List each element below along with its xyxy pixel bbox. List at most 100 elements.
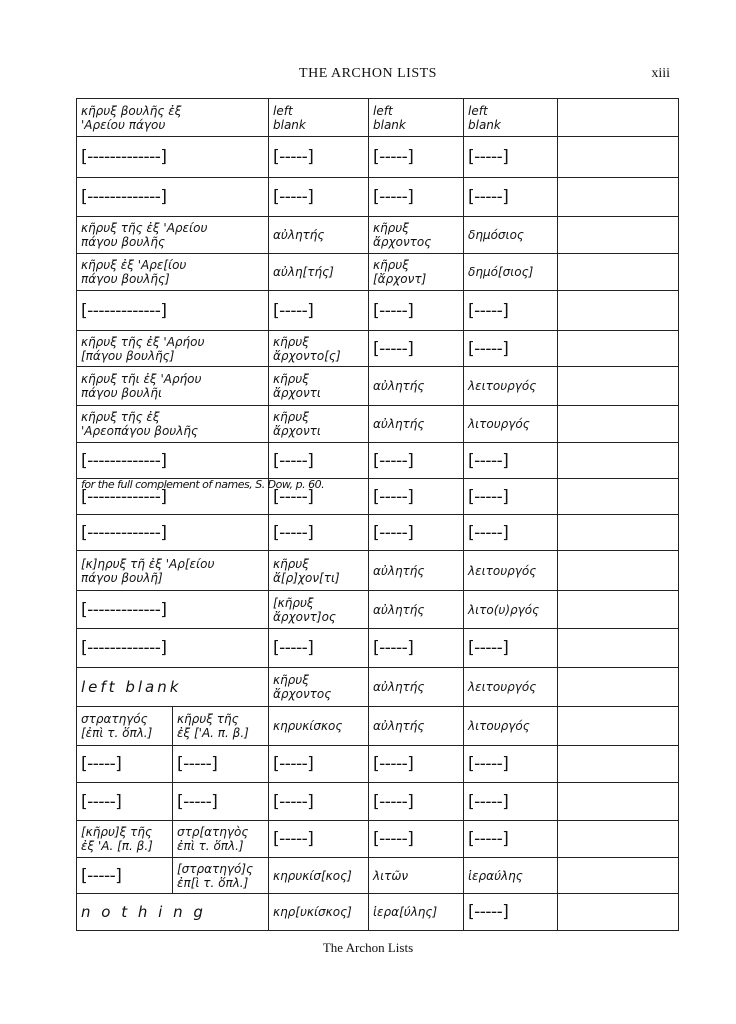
table-cell: [-----] <box>368 442 464 479</box>
table-cell <box>557 405 679 443</box>
table-cell: [-------------] <box>76 590 269 629</box>
table-cell: [-----] <box>268 745 369 783</box>
table-cell: αὐλητής <box>368 366 464 406</box>
table-cell: [-----] <box>463 514 558 551</box>
table-cell: κηρυκίσ[κος] <box>268 857 369 894</box>
table-cell: λειτουργός <box>463 667 558 707</box>
table-cell <box>557 98 679 137</box>
table-row: [-----] [στρατηγό]ς ἐπ[ὶ τ. ὅπλ.] κηρυκίσ[… <box>76 857 679 894</box>
running-header: THE ARCHON LISTS <box>299 66 437 81</box>
table-cell <box>557 136 679 178</box>
table-cell: [στρατηγό]ς ἐπ[ὶ τ. ὅπλ.] <box>172 857 269 894</box>
table-cell <box>557 216 679 254</box>
table-cell: [-----] <box>463 330 558 367</box>
table-cell: λιτουργός <box>463 405 558 443</box>
table-cell <box>557 782 679 821</box>
table-cell: κῆρυξ ἄρχοντι <box>268 405 369 443</box>
table-cell: [-----] <box>268 177 369 217</box>
table-cell <box>557 442 679 479</box>
table-cell: ἱερα[ύλης] <box>368 893 464 931</box>
table-cell: [-----] <box>172 745 269 783</box>
table-cell <box>557 514 679 551</box>
table-cell: [-----] <box>368 628 464 668</box>
table-cell: [-----] <box>368 782 464 821</box>
table-cell: κῆρυξ [ἄρχοντ] <box>368 253 464 291</box>
table-cell <box>557 667 679 707</box>
table-cell: [-----] <box>463 820 558 858</box>
table-cell: κῆρυξ ἄ[ρ]χον[τι] <box>268 550 369 591</box>
table-cell: κῆρυξ τῆς ἐξ 'Αρείου πάγου βουλῆς <box>76 216 269 254</box>
table-row: for the full complement of names, S. Dow… <box>76 478 679 515</box>
table-cell: κῆρυξ βουλῆς ἐξ 'Αρείου πάγου <box>76 98 269 137</box>
table-cell: [-----] <box>268 820 369 858</box>
table-row: n o t h i n g κηρ[υκίσκος] ἱερα[ύλης] [----… <box>76 893 679 931</box>
table-cell <box>557 745 679 783</box>
table-cell: στρ[ατηγὸς ἐπὶ τ. ὅπλ.] <box>172 820 269 858</box>
table-cell: [-------------] <box>76 136 269 178</box>
table-cell: left blank <box>268 98 369 137</box>
table-cell <box>557 550 679 591</box>
table-cell: [-----] <box>76 857 173 894</box>
table-cell: [-----] <box>463 745 558 783</box>
table-cell <box>557 290 679 331</box>
table-cell: [-----] <box>268 290 369 331</box>
table-cell: left blank <box>368 98 464 137</box>
table-cell: [-----] <box>463 478 558 515</box>
table-cell: [-----] <box>463 628 558 668</box>
table-cell: ἱεραύλης <box>463 857 558 894</box>
table-cell <box>557 478 679 515</box>
table-cell: λιτουργός <box>463 706 558 746</box>
table-cell: for the full complement of names, S. Dow… <box>76 478 325 515</box>
table-cell: κῆρυξ τῆς ἐξ 'Αρήου [πάγου βουλῆς] <box>76 330 269 367</box>
table-cell: δημό[σιος] <box>463 253 558 291</box>
table-cell: [-----] <box>368 478 464 515</box>
table-cell: [-----] <box>368 136 464 178</box>
table-cell: [-----] <box>268 514 369 551</box>
table-cell: left blank <box>463 98 558 137</box>
table-cell: [-----] <box>76 745 173 783</box>
table-cell: [-----] <box>368 177 464 217</box>
table-cell: [-----] <box>268 136 369 178</box>
table-cell <box>557 590 679 629</box>
table-cell: αὐλητής <box>368 706 464 746</box>
table-cell: λιτο(υ)ργός <box>463 590 558 629</box>
table-cell: [-----] <box>172 782 269 821</box>
note-text: for the full complement of names, S. Dow… <box>81 478 325 491</box>
table-row: κῆρυξ τῆι ἐξ 'Αρήου πάγου βουλῆι κῆρυξ ἄρ… <box>76 366 679 406</box>
table-cell: κηρ[υκίσκος] <box>268 893 369 931</box>
table-cell: [-----] <box>463 290 558 331</box>
table-row: [-------------] [-----] [-----] [-----] <box>76 290 679 331</box>
table-cell: [-----] <box>368 290 464 331</box>
table-cell: αὐλητής <box>368 667 464 707</box>
table-cell: [-----] <box>463 177 558 217</box>
table-cell: [-----] <box>368 330 464 367</box>
table-cell: [κ]ηρυξ τῆ ἐξ 'Αρ[είου πάγου βουλῆ] <box>76 550 269 591</box>
table-cell: [κῆρυ]ξ τῆς ἐξ 'Α. [π. β.] <box>76 820 173 858</box>
table-cell: αὐλητής <box>368 590 464 629</box>
table-cell: [-----] <box>463 136 558 178</box>
table-row: στρατηγός [ἐπὶ τ. ὅπλ.] κῆρυξ τῆς ἐξ ['Α.… <box>76 706 679 746</box>
table-row: κῆρυξ τῆς ἐξ 'Αρήου [πάγου βουλῆς] κῆρυξ … <box>76 330 679 367</box>
table-cell: [-------------] <box>76 290 269 331</box>
bracket-text: [-------------] <box>81 486 167 507</box>
table-cell: [-----] <box>463 782 558 821</box>
table-row: [-------------] [κῆρυξ ἄρχοντ]ος αὐλητής λι… <box>76 590 679 629</box>
table-cell: [-----] <box>463 442 558 479</box>
table-cell: αὐλη[τής] <box>268 253 369 291</box>
table-cell: κηρυκίσκος <box>268 706 369 746</box>
table-cell: λειτουργός <box>463 550 558 591</box>
table-row: [-----] [-----] [-----] [-----] [-----] <box>76 782 679 821</box>
table-cell <box>557 177 679 217</box>
table-cell: κῆρυξ τῆς ἐξ 'Αρεοπάγου βουλῆς <box>76 405 269 443</box>
table-cell: [-----] <box>463 893 558 931</box>
table-row: [-------------] [-----] [-----] [-----] <box>76 514 679 551</box>
table-row: [-----] [-----] [-----] [-----] [-----] <box>76 745 679 783</box>
table-cell: [-----] <box>368 745 464 783</box>
table-row: left blank κῆρυξ ἄρχοντος αὐλητής λειτουργό… <box>76 667 679 707</box>
table-cell <box>557 253 679 291</box>
table-cell <box>557 893 679 931</box>
table-cell <box>557 706 679 746</box>
table-row: [-------------] [-----] [-----] [-----] <box>76 442 679 479</box>
table-cell: κῆρυξ τῆς ἐξ ['Α. π. β.] <box>172 706 269 746</box>
table-cell: κῆρυξ ἐξ 'Αρε[ίου πάγου βουλῆς] <box>76 253 269 291</box>
